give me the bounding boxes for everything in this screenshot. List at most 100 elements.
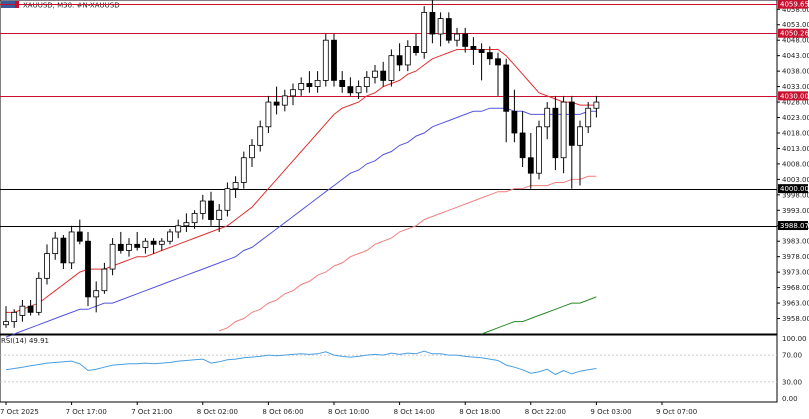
horizontal-lines	[0, 4, 777, 227]
candle	[232, 176, 239, 198]
price-tick-label: 4028.00	[782, 99, 809, 107]
price-tick-label: 3973.00	[782, 269, 809, 277]
price-tick-label: 4018.00	[782, 129, 809, 137]
price-tick-label: 3983.00	[782, 238, 809, 246]
candle	[240, 151, 247, 189]
candle	[372, 64, 378, 84]
chart-header: XAUUSD, M30: #N-XAUUSD	[1, 1, 120, 10]
candle	[470, 37, 477, 65]
price-tick-label: 4048.00	[782, 37, 809, 45]
candle-body-bull	[183, 222, 190, 227]
candle-body-bear	[347, 86, 354, 94]
candle-body-bull	[454, 33, 460, 41]
candle	[44, 244, 50, 285]
price-tick-label: 4008.00	[782, 160, 809, 168]
candle	[126, 238, 132, 257]
candle	[462, 27, 469, 53]
rsi-level-label: 30.00	[782, 378, 802, 386]
price-axis[interactable]: 4058.00 4053.00 4048.00 4043.00 4038.00 4033.…	[777, 6, 809, 323]
price-tick-label: 3963.00	[782, 300, 809, 308]
rsi-label: RSI(14) 49.91	[1, 337, 49, 345]
time-axis[interactable]: 7 Oct 2025 7 Oct 17:00 7 Oct 21:00 8 Oct 02…	[0, 402, 697, 416]
candle	[19, 299, 26, 322]
main-panel-frame	[0, 0, 778, 335]
price-tag-label: 4059.65	[780, 1, 809, 9]
candle-body-bear	[511, 110, 518, 134]
candle-body-bull	[593, 101, 600, 109]
candle	[68, 225, 75, 270]
candle	[593, 95, 600, 118]
candle-body-bear	[429, 11, 436, 35]
candle	[503, 58, 510, 143]
candle-body-bear	[331, 39, 337, 81]
symbol-title: XAUUSD, M30: #N-XAUUSD	[23, 2, 120, 10]
candle	[437, 12, 444, 47]
candle-body-bull	[314, 80, 321, 87]
price-tag-bg	[778, 0, 808, 9]
ema_slow-line	[219, 175, 597, 332]
price-tick-label: 4023.00	[782, 114, 809, 122]
candle-body-bear	[117, 243, 124, 251]
price-tick-label: 4038.00	[782, 68, 809, 76]
price-tag-label: 3988.07	[780, 222, 809, 230]
candle-body-bull	[585, 107, 592, 128]
time-tick-label: 8 Oct 18:00	[459, 408, 500, 416]
candle-body-bear	[470, 45, 477, 50]
price-tag-bg	[778, 221, 808, 231]
price-tick-label: 4033.00	[782, 83, 809, 91]
candle	[331, 34, 337, 87]
candle-body-bear	[552, 107, 559, 159]
candle-body-bull	[536, 126, 542, 174]
candle	[142, 238, 149, 254]
candle-body-bear	[527, 157, 534, 174]
candle-body-bear	[478, 49, 485, 53]
candle	[536, 120, 542, 180]
candle-body-bull	[3, 321, 9, 326]
candle	[52, 231, 59, 260]
candle	[527, 132, 534, 189]
price-tick-label: 4053.00	[782, 21, 809, 29]
price-tick-label: 4013.00	[782, 145, 809, 153]
candle	[76, 219, 83, 245]
candle-body-bull	[298, 83, 305, 91]
candle	[495, 52, 501, 96]
candle	[60, 235, 67, 270]
candle	[224, 182, 231, 217]
candle	[306, 71, 313, 93]
rsi-level-label: 100.00	[782, 335, 807, 343]
candle-body-bull	[216, 209, 223, 220]
candle	[109, 238, 116, 276]
candle	[577, 120, 583, 186]
rsi-line	[5, 350, 597, 376]
candle-body-bear	[568, 101, 575, 146]
candle-body-bear	[306, 83, 313, 87]
rsi-panel[interactable]: RSI(14) 49.91 100.00 70.00 30.00 0.00	[0, 334, 807, 403]
candle-body-bull	[388, 55, 395, 81]
candle	[445, 12, 452, 44]
candle-body-bull	[224, 188, 231, 211]
rsi-panel-frame	[0, 334, 778, 403]
candle-body-bull	[93, 290, 100, 298]
candle	[249, 139, 255, 167]
candle-body-bull	[363, 76, 370, 87]
candle-body-bear	[519, 132, 526, 159]
ema_mid-line	[5, 107, 597, 338]
price-tick-label: 3978.00	[782, 253, 809, 261]
candle-body-bull	[101, 268, 108, 292]
candle-body-bear	[462, 33, 469, 47]
time-tick-label: 8 Oct 02:00	[197, 408, 238, 416]
candles	[3, 0, 600, 328]
candle-body-bull	[35, 277, 42, 313]
candle	[85, 231, 91, 307]
ema_long-line	[481, 296, 597, 335]
candle	[27, 299, 34, 316]
candle-body-bull	[232, 182, 239, 190]
candle-body-bull	[191, 212, 198, 224]
candle	[388, 49, 395, 87]
candle	[281, 89, 288, 112]
time-tick-label: 7 Oct 21:00	[131, 408, 172, 416]
candle-body-bull	[175, 225, 182, 233]
time-tick-label: 7 Oct 17:00	[66, 408, 107, 416]
main-price-panel[interactable]	[0, 0, 778, 338]
